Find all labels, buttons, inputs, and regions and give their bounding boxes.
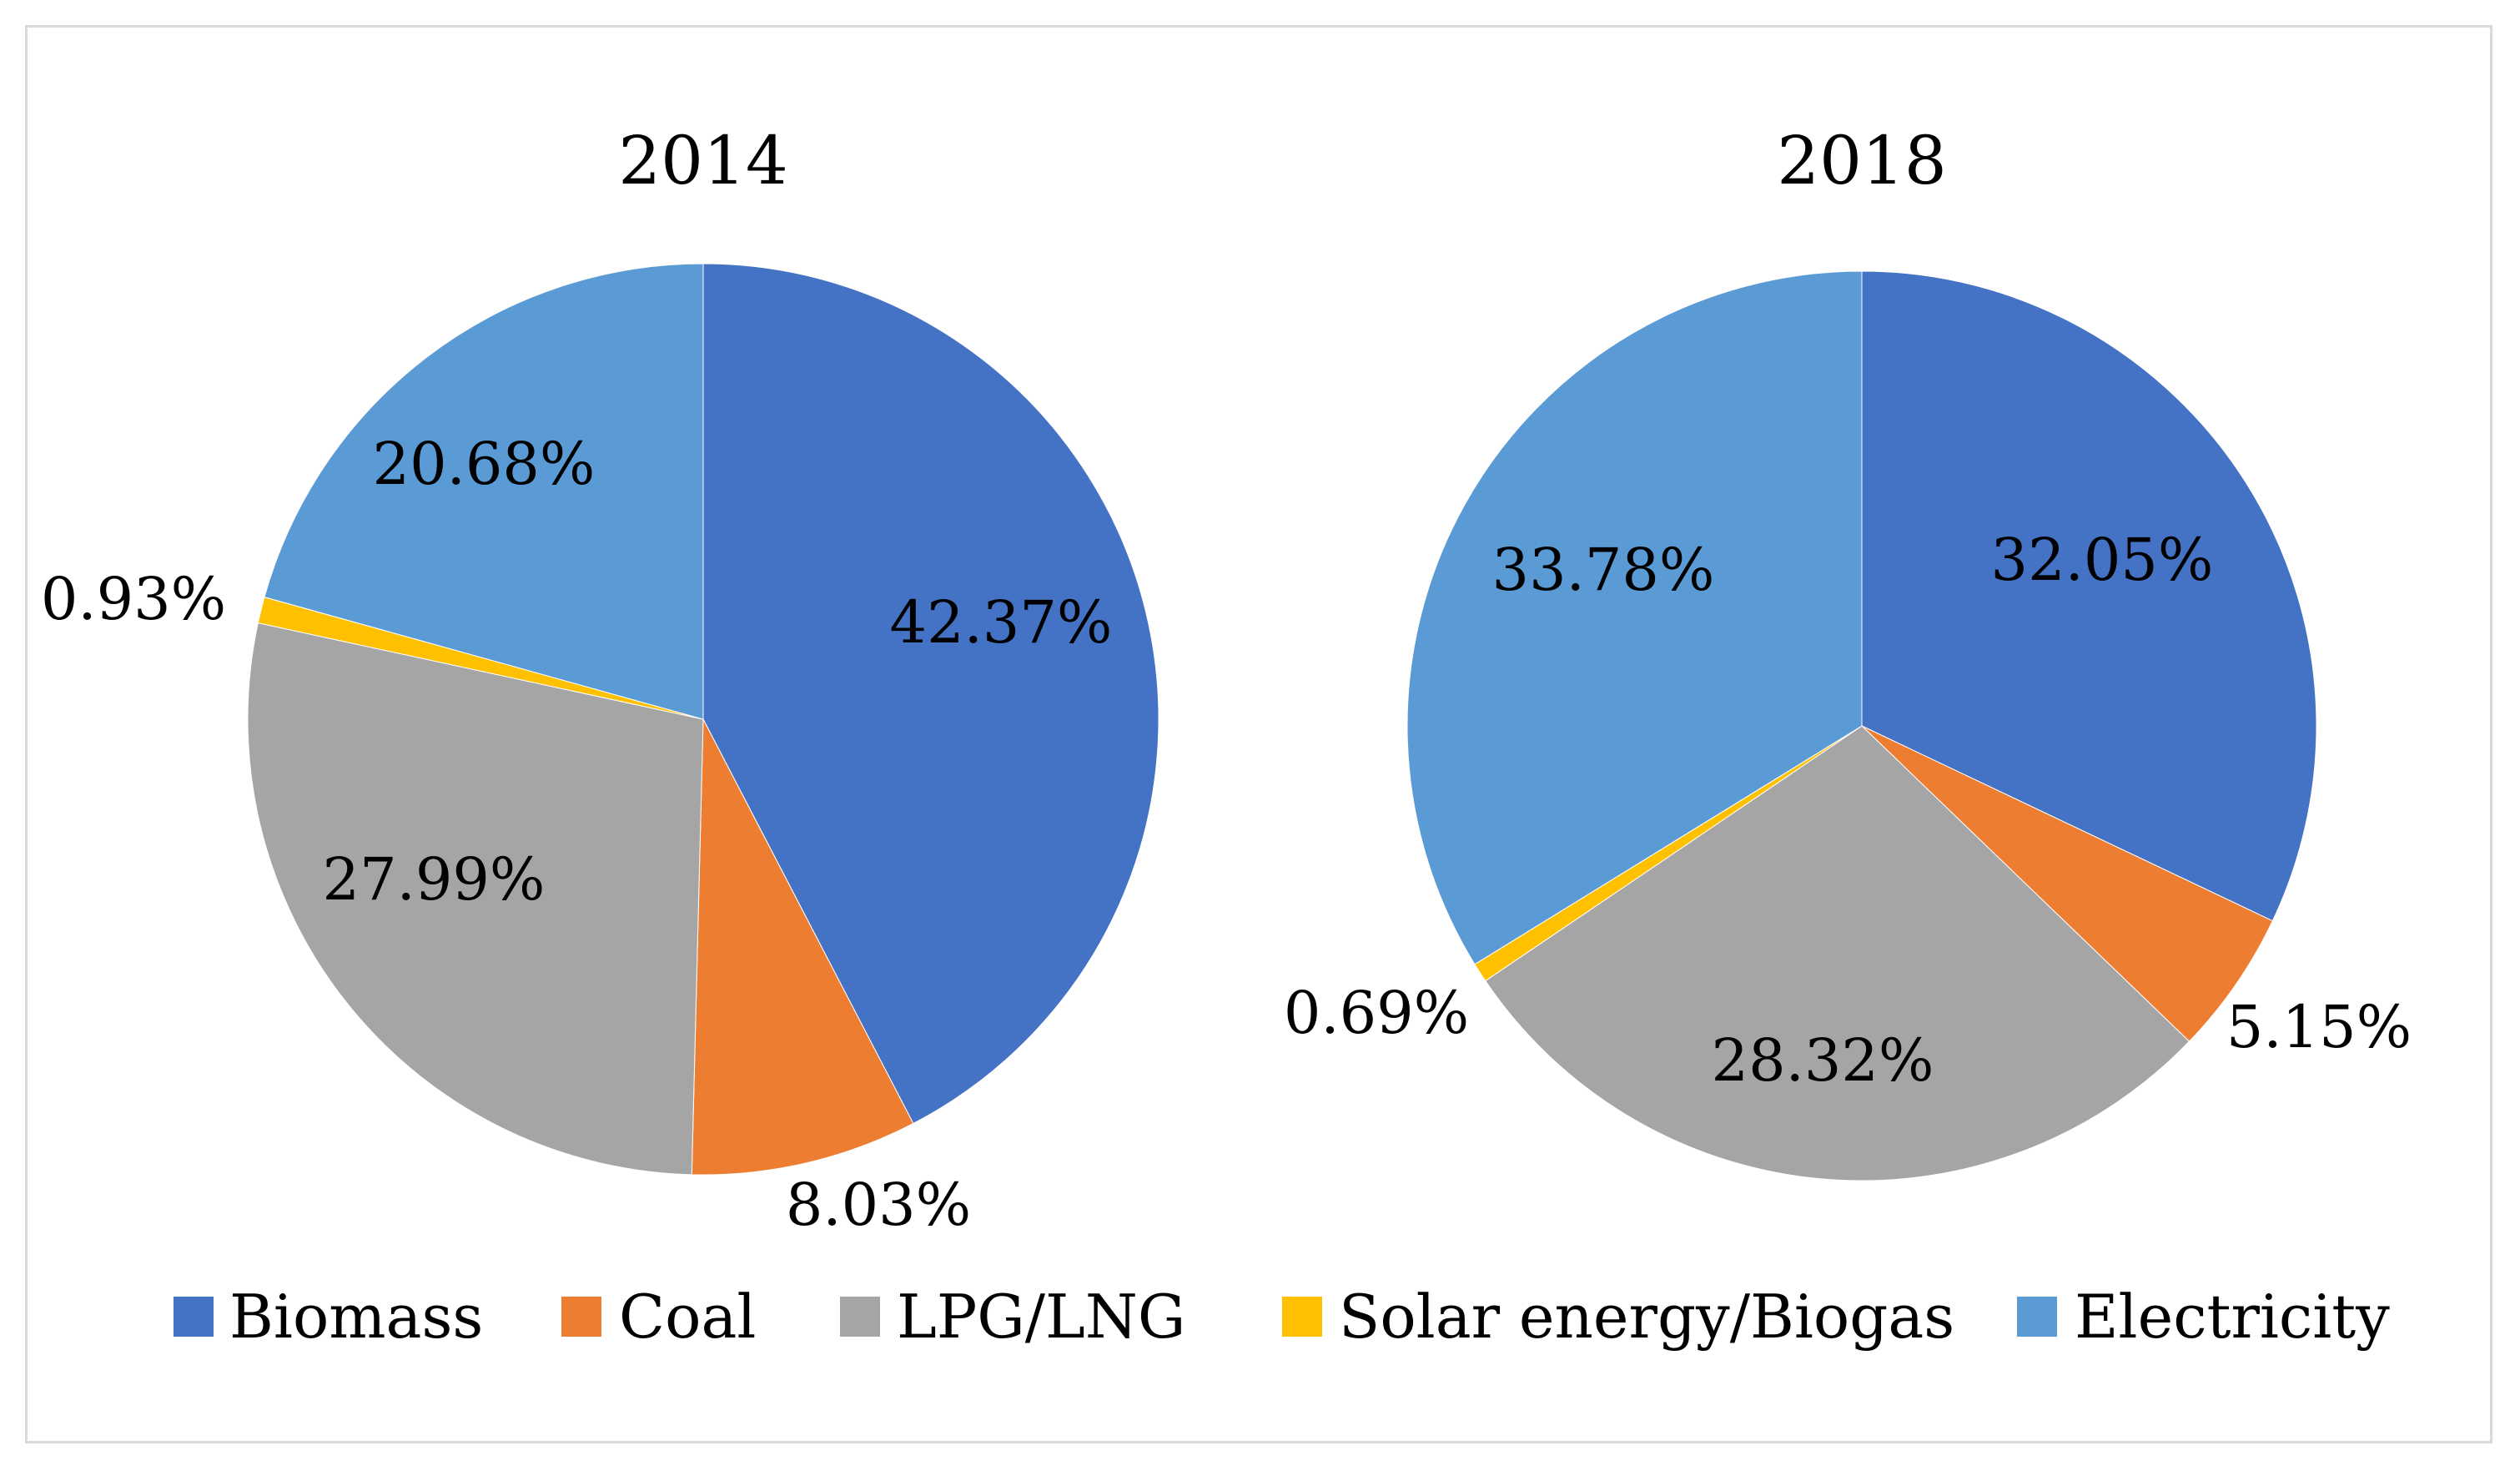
pie-chart-2014: 2014 42.37% 8.03% 27.99% 0.93% 20.68%	[41, 122, 1159, 1239]
data-label-2014-electricity: 20.68%	[373, 430, 596, 498]
data-label-2014-lpg-lng: 27.99%	[323, 845, 546, 914]
data-label-2014-coal: 8.03%	[786, 1171, 971, 1239]
data-label-2018-lpg-lng: 28.32%	[1712, 1026, 1934, 1095]
pie-slice-2018-biomass	[1861, 270, 2317, 922]
pie-slice-2014-electricity	[264, 263, 704, 720]
legend-swatch-solar-biogas	[1282, 1297, 1322, 1337]
pie-slice-2014-lpg-lng	[247, 622, 704, 1176]
data-label-2018-biomass: 32.05%	[1991, 526, 2214, 594]
legend-item-solar-biogas: Solar energy/Biogas	[1282, 1282, 1954, 1352]
chart-title-2018: 2018	[1777, 122, 1947, 199]
pie-slice-2018-coal	[1861, 725, 2274, 1042]
legend-label-lpg-lng: LPG/LNG	[897, 1282, 1185, 1352]
pie-slice-2018-lpg-lng	[1485, 725, 2191, 1181]
legend-label-electricity: Electricity	[2075, 1282, 2390, 1352]
legend-label-solar-biogas: Solar energy/Biogas	[1339, 1282, 1954, 1352]
legend-swatch-biomass	[174, 1297, 214, 1337]
pie-chart-2018: 2018 32.05% 5.15% 28.32% 0.69% 33.78%	[1284, 122, 2412, 1181]
legend-item-electricity: Electricity	[2017, 1282, 2390, 1352]
legend-item-lpg-lng: LPG/LNG	[840, 1282, 1185, 1352]
data-label-2014-biomass: 42.37%	[890, 588, 1113, 657]
pie-slice-2014-biomass	[702, 263, 1159, 1125]
legend-item-biomass: Biomass	[174, 1282, 483, 1352]
data-label-2014-solar-energy-biogas: 0.93%	[41, 565, 226, 633]
legend-swatch-electricity	[2017, 1297, 2057, 1337]
pie-slice-2014-coal	[691, 718, 914, 1176]
data-label-2018-coal: 5.15%	[2226, 993, 2412, 1061]
legend-swatch-lpg-lng	[840, 1297, 880, 1337]
legend-label-coal: Coal	[619, 1282, 756, 1352]
legend: Biomass Coal LPG/LNG Solar energy/Biogas…	[174, 1282, 2390, 1352]
legend-label-biomass: Biomass	[229, 1282, 483, 1352]
legend-item-coal: Coal	[561, 1282, 756, 1352]
legend-swatch-coal	[561, 1297, 601, 1337]
data-label-2018-solar-energy-biogas: 0.69%	[1284, 979, 1469, 1047]
pie-slice-2018-electricity	[1406, 270, 1863, 965]
data-label-2018-electricity: 33.78%	[1492, 536, 1715, 604]
chart-title-2014: 2014	[618, 122, 788, 199]
